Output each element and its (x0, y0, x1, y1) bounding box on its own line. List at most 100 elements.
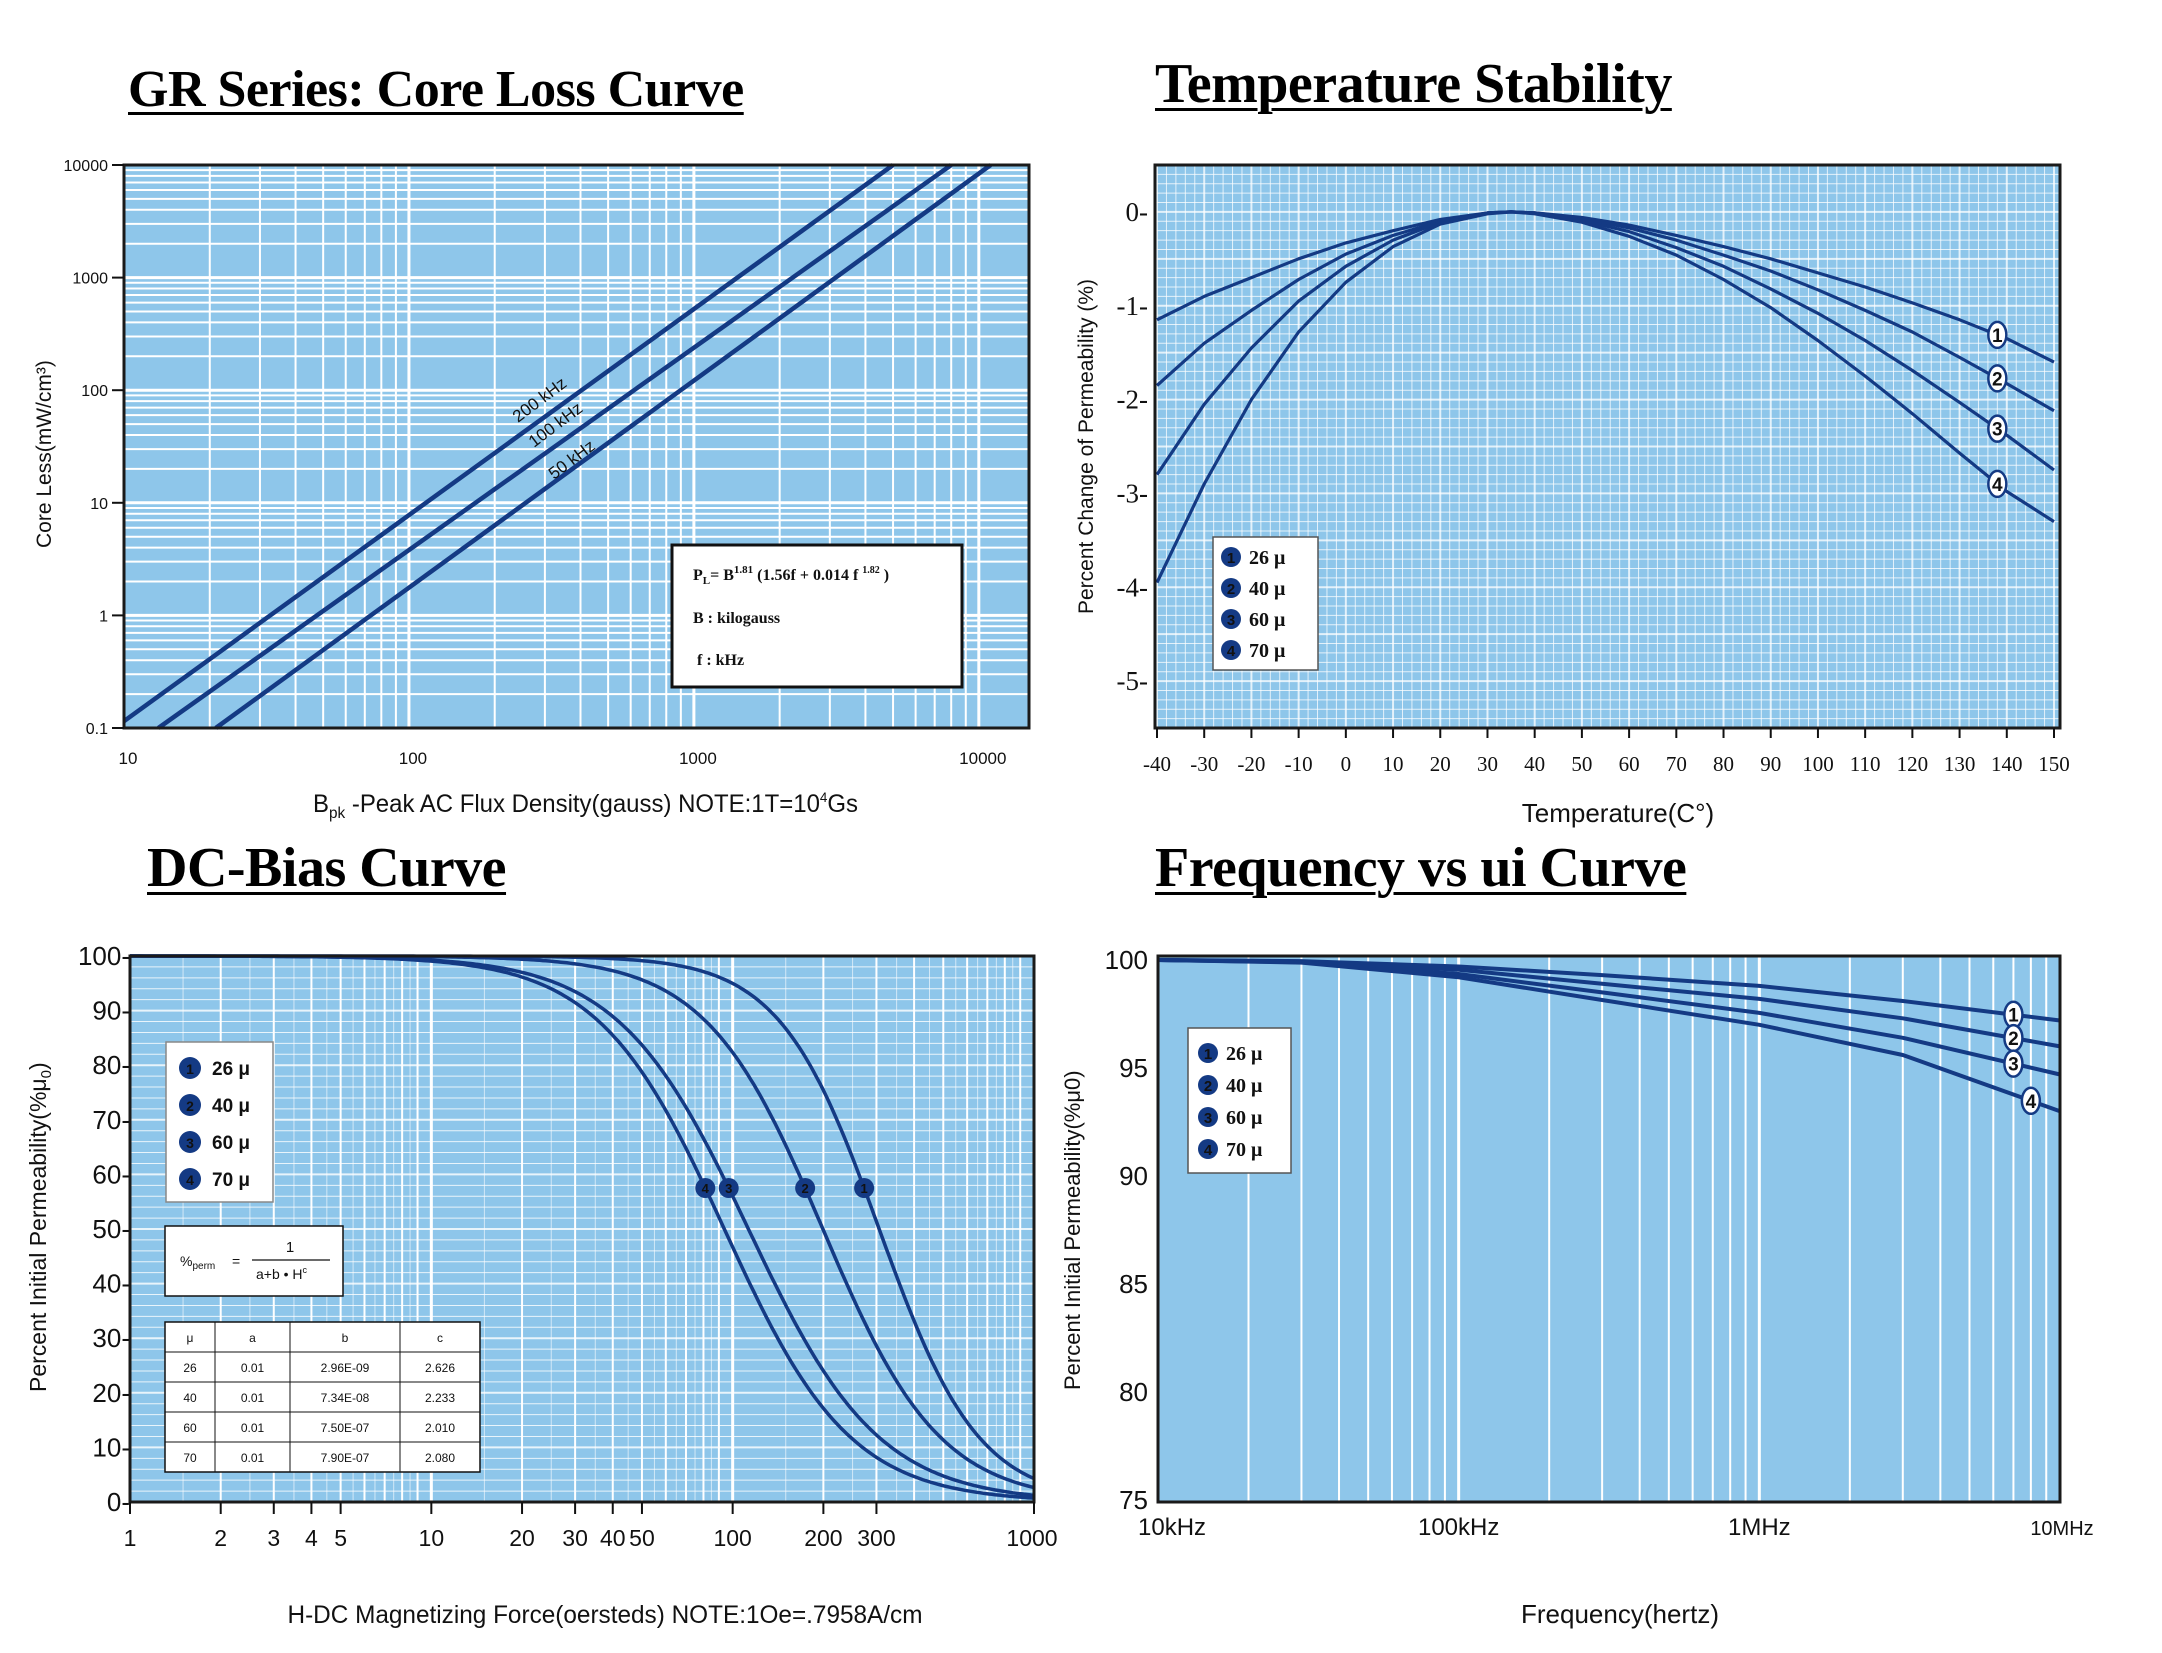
chart3-table-cell: 60 (183, 1421, 197, 1435)
chart2-series-line-2 (1155, 210, 2055, 476)
chart3-ytick: 20- (92, 1378, 130, 1408)
chart4-legend-marker (1198, 1043, 1218, 1063)
chart4-legend-marker (1198, 1139, 1218, 1159)
chart4-legend-marker (1198, 1107, 1218, 1127)
chart1-formula-box (670, 543, 964, 689)
chart3-series-marker-3 (695, 1178, 716, 1199)
chart1-ytick: 10000 (64, 158, 109, 175)
chart1-ytick: 100 (81, 383, 108, 400)
chart3-series-marker-label: 2 (802, 1181, 809, 1196)
chart3-formula-den: a+b • Hc (256, 1265, 308, 1282)
chart4-ytick: 95 (1119, 1053, 1148, 1083)
chart2-xtick: -30 (1190, 752, 1218, 776)
chart2-xtick: 50 (1571, 752, 1592, 776)
chart1-ytick: 10 (90, 496, 108, 513)
chart4-legend-label: 60 μ (1226, 1107, 1263, 1129)
chart2-legend-marker (1221, 609, 1241, 629)
chart3-table-header: μ (187, 1331, 194, 1345)
chart1-formula-line3: f : kHz (697, 652, 744, 669)
chart4-legend-marker-label: 4 (1204, 1142, 1213, 1159)
chart3-table-cell: 2.010 (425, 1421, 455, 1435)
chart1-series-line-0 (122, 163, 895, 723)
chart4-series-marker-label: 2 (2008, 1029, 2019, 1050)
chart1-ytick: 0.1 (86, 721, 108, 738)
chart4-ytick: 100 (1105, 945, 1148, 975)
chart2-series-marker-label: 3 (1992, 420, 2003, 441)
chart2-xtick: 40 (1524, 752, 1545, 776)
chart4-legend-marker-label: 2 (1204, 1078, 1212, 1095)
chart4-legend-marker-label: 3 (1204, 1110, 1212, 1127)
chart4-series-marker-label: 3 (2008, 1055, 2019, 1076)
chart3-xtick: 200 (804, 1525, 842, 1551)
chart2-series-marker-label: 4 (1992, 475, 2003, 496)
chart1-series-line-1 (157, 163, 953, 730)
chart2-series: 1 2 3 4 (1155, 210, 2055, 584)
chart2-xtick: -40 (1143, 752, 1171, 776)
chart2-legend-marker-label: 4 (1227, 643, 1236, 660)
chart4-xtick: 100kHz (1418, 1514, 1499, 1541)
chart4-legend-label: 40 μ (1226, 1075, 1263, 1097)
chart2-xtick: 30 (1477, 752, 1498, 776)
chart2-xtick: 110 (1850, 752, 1881, 776)
chart3-table-header: b (342, 1331, 349, 1345)
chart3-ytick: 50- (92, 1214, 130, 1244)
chart2-series-line-1 (1155, 210, 2055, 413)
chart1-xtick: 100 (399, 749, 427, 768)
chart3-table-cell: 70 (183, 1451, 197, 1465)
chart1-xtick: 1000 (679, 749, 717, 768)
chart3-series-marker-label: 4 (702, 1181, 710, 1196)
chart3-legend-label: 70 μ (212, 1170, 250, 1191)
chart3-ytick: 70- (92, 1105, 130, 1135)
chart1-series (122, 163, 992, 730)
chart2-series-marker-1 (1987, 364, 2008, 393)
chart3-series-marker-0 (854, 1178, 875, 1199)
chart3-table-cell: 2.080 (425, 1451, 455, 1465)
chart3-ytick: 0- (107, 1487, 130, 1517)
chart4-legend-marker (1198, 1075, 1218, 1095)
chart2-ytick: -3- (1117, 478, 1148, 508)
chart1-title: GR Series: Core Loss Curve (128, 61, 744, 118)
chart4-plot-area (1158, 956, 2060, 1502)
chart3-legend-marker (179, 1057, 201, 1079)
chart3-table-cell: 0.01 (241, 1391, 265, 1405)
chart2-ytick: -4- (1117, 572, 1148, 602)
chart3-xlabel: H-DC Magnetizing Force(oersteds) NOTE:1O… (288, 1601, 923, 1629)
chart3-ylabel: Percent Initial Permeability(%μ0) (25, 1062, 55, 1392)
chart2-ytick: 0- (1126, 197, 1149, 227)
chart2-xtick: 100 (1802, 752, 1834, 776)
chart3-series-marker-1 (795, 1178, 816, 1199)
chart4-legend-label: 70 μ (1226, 1139, 1263, 1161)
chart4-series-line-3 (1157, 958, 2061, 1114)
chart4-xtick: 10MHz (2030, 1518, 2093, 1540)
chart3-xtick: 40 (600, 1525, 626, 1551)
chart2-legend-label: 26 μ (1249, 547, 1286, 569)
chart4-legend: 1 26 μ 2 40 μ 3 60 μ 4 70 μ (1187, 1027, 1292, 1174)
chart3-ytick: 30- (92, 1323, 130, 1353)
chart2-xtick: 130 (1944, 752, 1976, 776)
chart3-xtick: 1 (124, 1525, 137, 1551)
chart3-xtick: 1000 (1006, 1525, 1057, 1551)
chart4-ytick: 85 (1119, 1269, 1148, 1299)
chart2-legend-label: 40 μ (1249, 578, 1286, 600)
chart3-legend: 1 26 μ 2 40 μ 3 60 μ 4 70 μ (165, 1041, 274, 1203)
chart2-ylabel: Percent Change of Permeability (%) (1075, 279, 1098, 614)
chart2-xtick: 150 (2038, 752, 2070, 776)
chart3-ticks: 1 2 3 4 5 10 20 30 40 50 100 200 300 10000-10-20-30-4… (78, 941, 1058, 1551)
chart1-xlabel: Bpk -Peak AC Flux Density(gauss) NOTE:1T… (313, 789, 858, 822)
chart3-legend-label: 26 μ (212, 1059, 250, 1080)
chart3-table-cell: 40 (183, 1391, 197, 1405)
chart3-xtick: 10 (419, 1525, 445, 1551)
chart4-xtick: 1MHz (1728, 1514, 1791, 1541)
chart3-xtick: 30 (562, 1525, 588, 1551)
chart3-table-cell: 0.01 (241, 1451, 265, 1465)
chart2-series-marker-2 (1987, 414, 2008, 443)
chart3-coefficient-table: μ a b c 26 0.01 2.96E-09 2.626 40 0.01 7.34E-08 2.2… (164, 1321, 481, 1473)
chart3-formula-num: 1 (286, 1239, 294, 1256)
chart3-legend-marker-label: 2 (186, 1098, 194, 1114)
chart1-formula-line2: B : kilogauss (693, 610, 780, 627)
chart3-table-cell: 0.01 (241, 1421, 265, 1435)
chart2-xtick: 90 (1760, 752, 1781, 776)
chart3-legend-marker-label: 3 (186, 1135, 194, 1151)
